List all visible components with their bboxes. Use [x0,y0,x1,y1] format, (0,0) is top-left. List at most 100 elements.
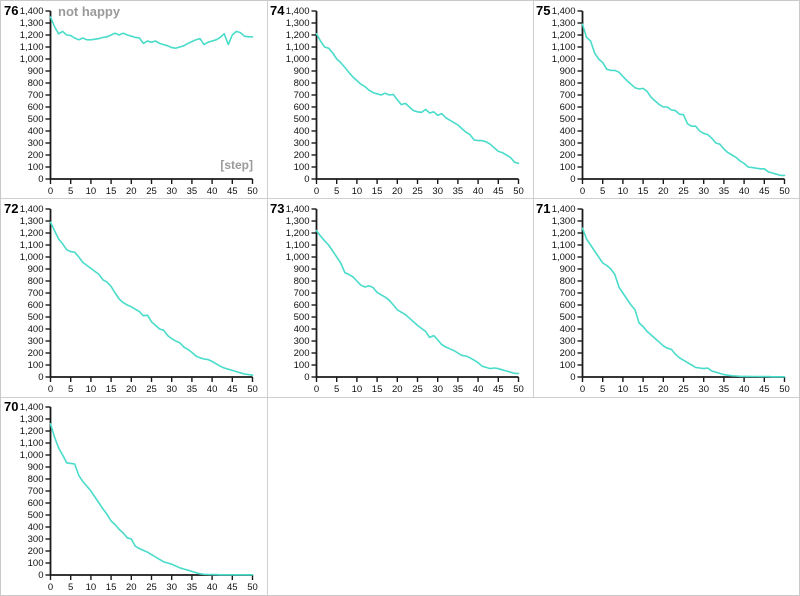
svg-text:25: 25 [146,384,157,395]
svg-text:600: 600 [560,300,576,311]
svg-text:0: 0 [48,186,53,197]
svg-text:30: 30 [166,582,177,593]
svg-text:20: 20 [392,384,403,395]
svg-text:1,000: 1,000 [286,252,310,263]
svg-text:40: 40 [473,384,484,395]
svg-text:500: 500 [560,114,576,125]
svg-text:40: 40 [473,186,484,197]
svg-text:50: 50 [247,384,258,395]
svg-text:1,100: 1,100 [286,42,310,53]
svg-text:1,100: 1,100 [286,240,310,251]
chart-cell-72: 0 100 200 300 400 500 600 700 800 900 1,000 1,100 1,… [1,199,267,397]
x-axis-label: [step] [220,158,253,172]
svg-text:900: 900 [560,66,576,77]
row-separator [1,198,799,199]
svg-text:300: 300 [560,336,576,347]
chart-label: 72 [4,201,19,216]
svg-text:45: 45 [493,186,504,197]
svg-text:200: 200 [294,348,310,359]
svg-text:400: 400 [294,324,310,335]
svg-text:200: 200 [560,348,576,359]
svg-text:400: 400 [560,126,576,137]
svg-text:30: 30 [166,186,177,197]
svg-text:600: 600 [28,498,44,509]
svg-text:10: 10 [352,186,363,197]
svg-text:1,300: 1,300 [552,216,576,227]
svg-text:35: 35 [453,384,464,395]
chart-cell-70: 0 100 200 300 400 500 600 700 800 900 1,000 1,100 1,… [1,397,267,595]
svg-text:100: 100 [560,162,576,173]
svg-text:15: 15 [106,384,117,395]
svg-text:400: 400 [28,324,44,335]
svg-text:5: 5 [600,186,605,197]
svg-text:1,400: 1,400 [20,204,44,215]
svg-text:0: 0 [570,174,575,185]
svg-text:100: 100 [294,162,310,173]
svg-text:400: 400 [28,126,44,137]
svg-text:25: 25 [678,384,689,395]
svg-text:200: 200 [28,546,44,557]
svg-text:800: 800 [560,78,576,89]
chart-cell-73: 0 100 200 300 400 500 600 700 800 900 1,000 1,100 1,… [267,199,533,397]
svg-text:45: 45 [759,384,770,395]
svg-text:500: 500 [28,312,44,323]
svg-text:800: 800 [560,276,576,287]
svg-text:0: 0 [570,372,575,383]
svg-text:700: 700 [560,90,576,101]
svg-text:900: 900 [28,462,44,473]
svg-text:1,000: 1,000 [286,54,310,65]
svg-text:0: 0 [48,582,53,593]
svg-text:600: 600 [28,300,44,311]
svg-text:100: 100 [560,360,576,371]
svg-text:1,100: 1,100 [552,240,576,251]
svg-text:1,400: 1,400 [20,402,44,413]
svg-text:45: 45 [759,186,770,197]
line-chart-70: 01002003004005006007008009001,0001,1001,… [20,402,258,593]
svg-text:50: 50 [513,186,524,197]
svg-text:1,300: 1,300 [552,18,576,29]
svg-text:20: 20 [126,384,137,395]
svg-text:50: 50 [247,186,258,197]
line-chart-76: 01002003004005006007008009001,0001,1001,… [20,6,258,197]
svg-text:1,400: 1,400 [552,204,576,215]
svg-text:35: 35 [187,384,198,395]
svg-text:40: 40 [207,582,218,593]
svg-text:5: 5 [68,384,73,395]
svg-text:1,100: 1,100 [20,42,44,53]
svg-text:1,100: 1,100 [552,42,576,53]
svg-text:1,300: 1,300 [286,216,310,227]
svg-text:45: 45 [227,186,238,197]
svg-text:35: 35 [719,186,730,197]
svg-text:1,200: 1,200 [20,228,44,239]
svg-text:1,300: 1,300 [20,216,44,227]
svg-text:800: 800 [294,78,310,89]
svg-text:600: 600 [294,300,310,311]
svg-text:400: 400 [560,324,576,335]
chart-label: 73 [270,201,285,216]
svg-text:1,400: 1,400 [552,6,576,17]
svg-text:200: 200 [294,150,310,161]
svg-text:20: 20 [126,186,137,197]
svg-text:0: 0 [580,384,585,395]
svg-text:500: 500 [28,114,44,125]
svg-text:100: 100 [28,360,44,371]
svg-text:1,200: 1,200 [552,228,576,239]
svg-text:10: 10 [352,384,363,395]
svg-text:45: 45 [227,582,238,593]
svg-text:15: 15 [638,384,649,395]
svg-text:30: 30 [698,384,709,395]
svg-text:25: 25 [146,582,157,593]
svg-text:15: 15 [372,384,383,395]
line-chart-74: 01002003004005006007008009001,0001,1001,… [286,6,524,197]
svg-text:1,000: 1,000 [20,252,44,263]
svg-text:50: 50 [779,384,790,395]
svg-text:1,200: 1,200 [20,426,44,437]
svg-text:45: 45 [227,384,238,395]
svg-text:40: 40 [739,186,750,197]
svg-text:5: 5 [334,384,339,395]
svg-text:600: 600 [560,102,576,113]
svg-text:1,100: 1,100 [20,438,44,449]
svg-text:1,000: 1,000 [552,54,576,65]
svg-text:40: 40 [739,384,750,395]
svg-text:100: 100 [28,558,44,569]
